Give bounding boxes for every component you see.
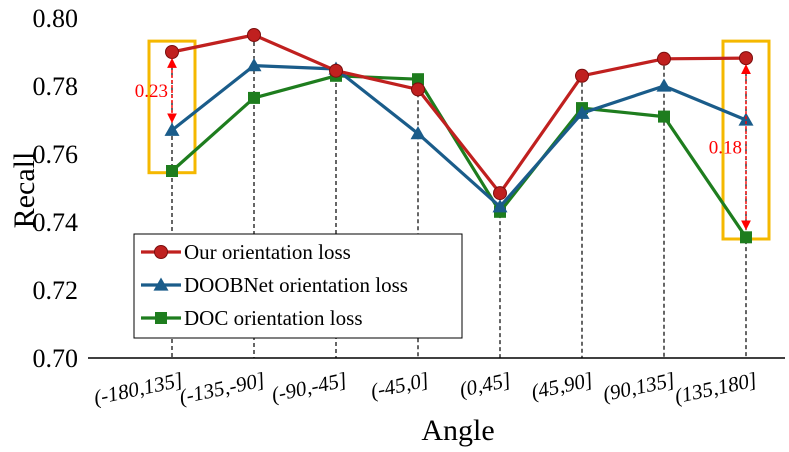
data-point bbox=[165, 45, 179, 59]
series-line bbox=[171, 63, 747, 209]
data-point bbox=[164, 122, 180, 136]
data-point bbox=[657, 51, 671, 66]
data-point bbox=[492, 199, 508, 213]
x-tick-label: (-135,-90] bbox=[177, 367, 267, 409]
data-point bbox=[329, 63, 343, 78]
data-point bbox=[575, 68, 589, 83]
y-tick-label: 0.80 bbox=[33, 4, 79, 33]
series-layer bbox=[164, 28, 754, 244]
y-tick-label: 0.70 bbox=[33, 344, 79, 373]
legend-swatch-marker bbox=[154, 245, 168, 259]
x-tick-label: (90,135] bbox=[601, 367, 677, 406]
x-tick-label: (-90,-45] bbox=[269, 367, 349, 406]
legend-frame bbox=[133, 233, 463, 339]
data-point bbox=[246, 58, 262, 72]
legend-swatch-marker bbox=[155, 312, 167, 324]
y-tick-label: 0.72 bbox=[33, 276, 79, 305]
difference-label: 0.18 bbox=[709, 138, 742, 159]
series-line bbox=[171, 33, 747, 195]
data-point bbox=[248, 91, 260, 104]
legend-swatch-marker bbox=[153, 277, 169, 291]
legend-entry-label: Our orientation loss bbox=[184, 240, 351, 264]
difference-label: 0.23 bbox=[135, 81, 168, 102]
data-point bbox=[411, 82, 425, 97]
legend-entry-label: DOOBNet orientation loss bbox=[184, 273, 408, 297]
series-line bbox=[170, 74, 748, 239]
legend: Our orientation loss DOOBNet orientation … bbox=[133, 233, 463, 339]
data-point bbox=[574, 105, 590, 119]
data-point bbox=[166, 165, 178, 177]
data-point bbox=[740, 231, 752, 244]
annotation-layer: 0.23 0.18 bbox=[135, 58, 751, 231]
data-point bbox=[739, 51, 753, 66]
x-tick-labels: (-180,135](-135,-90] (-90,-45] (-45,0] (0,4… bbox=[92, 367, 759, 409]
data-point bbox=[247, 28, 261, 42]
y-tick-label: 0.74 bbox=[33, 208, 79, 237]
y-tick-label: 0.76 bbox=[33, 140, 79, 169]
x-tick-label: (45,90] bbox=[529, 367, 595, 403]
y-tick-labels: 0.70 0.72 0.74 0.76 0.78 0.80 bbox=[33, 4, 79, 373]
legend-entry-label: DOC orientation loss bbox=[184, 306, 363, 330]
data-point bbox=[410, 126, 426, 140]
x-tick-label: (-45,0] bbox=[368, 367, 431, 403]
data-point bbox=[658, 110, 670, 123]
y-tick-label: 0.78 bbox=[33, 72, 79, 101]
x-tick-label: (-180,135] bbox=[92, 367, 185, 409]
y-axis-title: Recall bbox=[8, 152, 41, 229]
data-point bbox=[493, 186, 507, 201]
x-axis-title: Angle bbox=[421, 414, 494, 447]
x-tick-label: (135,180] bbox=[672, 367, 759, 408]
data-point bbox=[412, 73, 424, 86]
x-tick-label: (0,45] bbox=[457, 367, 513, 401]
data-point bbox=[656, 78, 672, 92]
